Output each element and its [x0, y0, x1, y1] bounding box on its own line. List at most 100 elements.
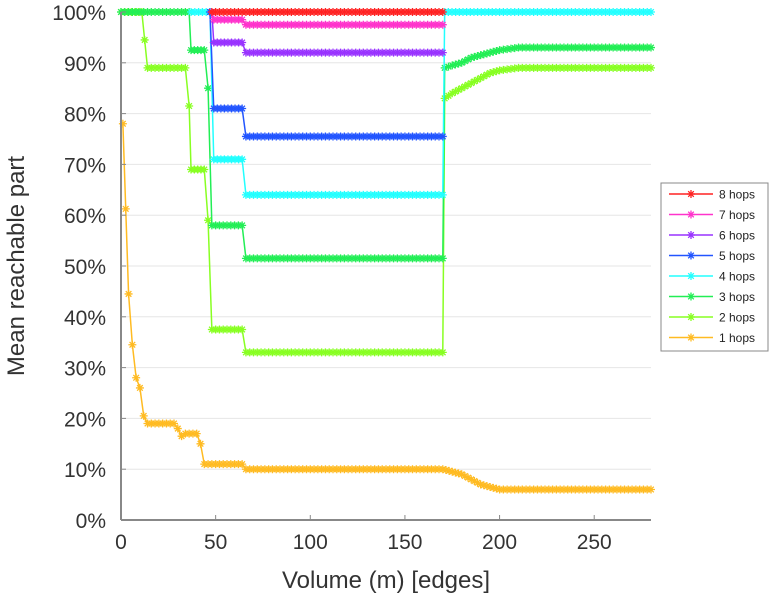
data-point: [687, 251, 695, 260]
x-tick-label: 200: [482, 531, 517, 554]
data-point: [489, 47, 498, 56]
data-point: [479, 481, 488, 490]
y-tick-label: 30%: [64, 358, 106, 381]
data-point: [647, 8, 655, 16]
data-point: [238, 155, 247, 164]
data-point: [482, 70, 491, 79]
data-point: [473, 478, 482, 487]
legend-item: 8 hops: [669, 188, 755, 202]
y-tick-label: 70%: [64, 154, 106, 177]
data-point: [464, 80, 473, 89]
data-point: [464, 55, 473, 64]
data-point: [492, 46, 501, 55]
x-axis-title: Volume (m) [edges]: [282, 567, 490, 594]
data-point: [687, 313, 695, 321]
data-point: [454, 85, 463, 94]
data-point: [687, 292, 695, 301]
data-point: [457, 58, 466, 67]
data-point: [473, 75, 482, 84]
data-point: [181, 63, 190, 72]
data-point: [451, 87, 460, 96]
data-point: [441, 466, 450, 475]
legend-label: 8 hops: [719, 188, 755, 202]
data-point: [121, 204, 130, 213]
series-7-hops: [207, 8, 447, 29]
series-6-hops: [207, 8, 447, 57]
data-point: [173, 424, 182, 433]
data-point: [687, 333, 695, 342]
data-point: [196, 439, 205, 448]
x-tick-label: 50: [204, 531, 227, 554]
data-point: [185, 101, 194, 110]
x-tick-label: 100: [293, 531, 328, 554]
data-point: [438, 348, 447, 357]
legend-item: 1 hops: [669, 331, 755, 345]
data-point: [238, 38, 247, 47]
legend-item: 7 hops: [669, 208, 755, 222]
legend-item: 4 hops: [669, 270, 755, 284]
data-point: [460, 57, 469, 66]
data-point: [448, 467, 457, 476]
series-line: [209, 11, 443, 138]
legend-box: [660, 182, 769, 352]
data-point: [486, 68, 495, 77]
data-point: [476, 74, 485, 83]
data-point: [438, 8, 447, 16]
y-tick-label: 0%: [76, 510, 106, 533]
data-point: [687, 231, 695, 239]
data-point: [460, 82, 469, 91]
legend-item: 3 hops: [669, 290, 755, 304]
data-point: [467, 53, 476, 62]
data-point: [448, 89, 457, 98]
data-point: [438, 132, 447, 141]
data-point: [204, 216, 213, 225]
data-point: [451, 60, 460, 69]
y-tick-label: 10%: [64, 459, 106, 482]
data-point: [139, 411, 148, 420]
legend-label: 1 hops: [719, 331, 755, 345]
x-tick-label: 150: [387, 531, 422, 554]
data-point: [647, 485, 655, 494]
x-tick-label: 0: [115, 531, 127, 554]
data-point: [454, 59, 463, 68]
grid-lines: [121, 62, 651, 470]
data-point: [470, 77, 479, 86]
y-tick-label: 100%: [52, 2, 106, 25]
series-layer: [117, 8, 655, 494]
data-point: [470, 52, 479, 61]
legend-label: 4 hops: [719, 270, 755, 284]
series-2-hops: [117, 8, 655, 357]
data-point: [438, 254, 447, 263]
legend-label: 5 hops: [719, 249, 755, 263]
data-point: [476, 480, 485, 489]
data-point: [444, 62, 453, 71]
data-point: [464, 473, 473, 482]
y-tick-label: 40%: [64, 307, 106, 330]
data-point: [687, 210, 695, 219]
data-point: [238, 104, 247, 113]
data-point: [170, 419, 178, 428]
data-point: [482, 482, 491, 491]
data-point: [238, 460, 247, 469]
data-point: [238, 221, 247, 230]
y-axis-title: Mean reachable part: [3, 156, 30, 376]
y-tick-label: 50%: [64, 256, 106, 279]
data-point: [451, 468, 460, 477]
data-point: [486, 48, 495, 57]
legend-item: 6 hops: [669, 229, 755, 243]
y-tick-label: 60%: [64, 205, 106, 228]
series-4-hops: [187, 8, 655, 199]
ticks: 0% 10% 20% 30% 40% 50% 60% 70% 80% 90% 100% 0 50 100 1…: [52, 2, 611, 554]
series-line: [191, 11, 651, 196]
data-point: [492, 484, 501, 493]
data-point: [200, 46, 209, 55]
data-point: [457, 84, 466, 93]
data-point: [438, 20, 447, 29]
y-tick-label: 90%: [64, 53, 106, 76]
data-point: [489, 68, 498, 77]
data-point: [192, 429, 201, 438]
data-point: [454, 469, 463, 478]
data-point: [200, 165, 209, 174]
series-1-hops: [118, 119, 655, 494]
